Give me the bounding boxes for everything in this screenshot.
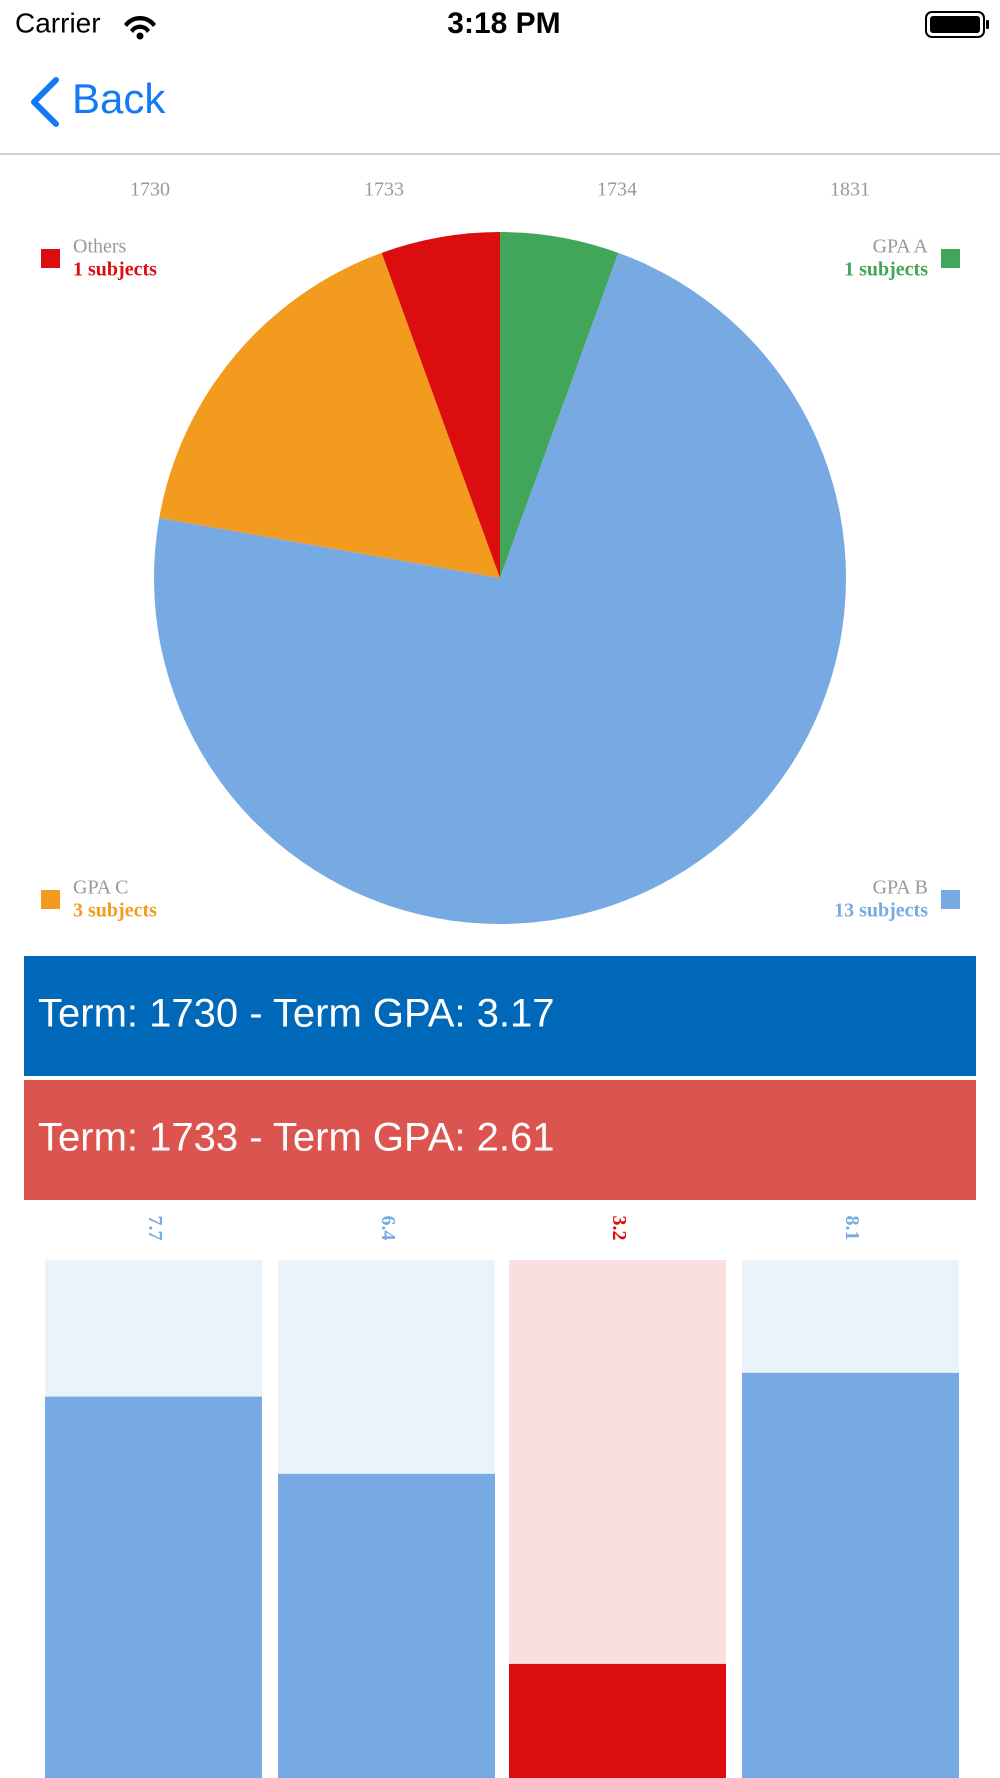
- bar: [509, 1663, 726, 1778]
- pie-slice: [159, 252, 500, 579]
- term-label: 1831: [830, 179, 870, 201]
- legend-count: 1 subjects: [844, 259, 928, 281]
- legend-swatch: [941, 249, 960, 268]
- legend-swatch: [941, 890, 960, 909]
- bar: [45, 1396, 262, 1778]
- back-chevron[interactable]: [31, 77, 59, 127]
- bar: [742, 1372, 959, 1778]
- bar-value-label: 7.7: [144, 1216, 166, 1241]
- bar-value-label: 6.4: [377, 1216, 399, 1241]
- bar-value-label: 3.2: [608, 1216, 630, 1241]
- term-label: 1730: [130, 179, 170, 201]
- term-row-text: Term: 1733 - Term GPA: 2.61: [38, 1116, 555, 1160]
- legend-count: 13 subjects: [834, 900, 928, 922]
- legend-name: GPA B: [873, 877, 928, 899]
- term-row-background: [24, 1080, 976, 1200]
- legend-name: GPA A: [873, 236, 929, 258]
- pie-slice: [154, 252, 846, 924]
- bar-value-label: 8.1: [841, 1216, 863, 1241]
- legend-name: Others: [73, 236, 127, 258]
- bar: [278, 1473, 495, 1778]
- legend-count: 1 subjects: [73, 259, 157, 281]
- pie-slice: [500, 232, 619, 578]
- wifi-icon: [124, 16, 156, 40]
- term-row-background: [24, 956, 976, 1076]
- term-label: 1734: [597, 179, 637, 201]
- term-row[interactable]: Term: 1730 - Term GPA: 3.17: [24, 956, 976, 1076]
- battery-icon: [925, 11, 989, 38]
- legend-swatch: [41, 890, 60, 909]
- clock: 3:18 PM: [447, 7, 560, 40]
- carrier: Carrier: [15, 7, 101, 38]
- pie-slice: [381, 232, 500, 578]
- legend-name: GPA C: [73, 877, 128, 899]
- legend-count: 3 subjects: [73, 900, 157, 922]
- back-label[interactable]: Back: [72, 75, 166, 122]
- term-row[interactable]: Term: 1733 - Term GPA: 2.61: [24, 1080, 976, 1200]
- legend-swatch: [41, 249, 60, 268]
- back-button[interactable]: Back: [31, 75, 166, 127]
- term-label: 1733: [364, 179, 404, 201]
- term-row-text: Term: 1730 - Term GPA: 3.17: [38, 992, 555, 1036]
